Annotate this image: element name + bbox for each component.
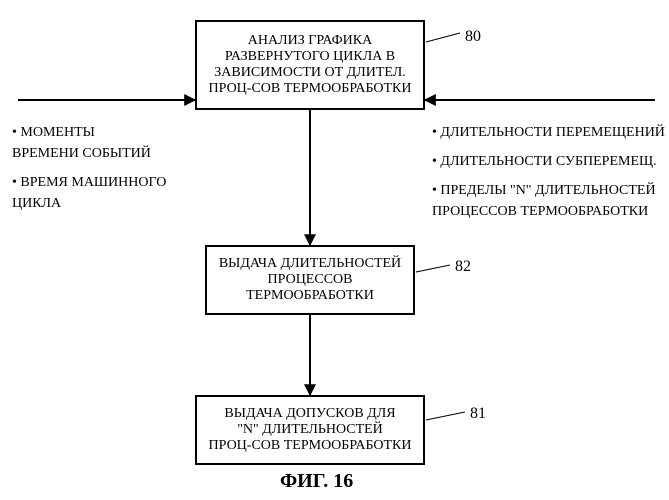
box-output-durations: ВЫДАЧА ДЛИТЕЛЬНОСТЕЙПРОЦЕССОВТЕРМООБРАБО… <box>205 245 415 315</box>
box-analysis: АНАЛИЗ ГРАФИКАРАЗВЕРНУТОГО ЦИКЛА ВЗАВИСИ… <box>195 20 425 110</box>
leader-81 <box>426 412 465 420</box>
right-bullet-0: ДЛИТЕЛЬНОСТИ ПЕРЕМЕЩЕНИЙ <box>432 122 667 143</box>
right-inputs-list: ДЛИТЕЛЬНОСТИ ПЕРЕМЕЩЕНИЙ ДЛИТЕЛЬНОСТИ СУ… <box>432 122 667 230</box>
ref-82: 82 <box>455 258 471 276</box>
box-output-tolerances-text: ВЫДАЧА ДОПУСКОВ ДЛЯ"N" ДЛИТЕЛЬНОСТЕЙПРОЦ… <box>209 406 412 454</box>
left-bullet-0: МОМЕНТЫВРЕМЕНИ СОБЫТИЙ <box>12 122 192 164</box>
ref-81: 81 <box>470 405 486 423</box>
leader-80 <box>426 33 460 42</box>
box-output-tolerances: ВЫДАЧА ДОПУСКОВ ДЛЯ"N" ДЛИТЕЛЬНОСТЕЙПРОЦ… <box>195 395 425 465</box>
left-bullet-1: ВРЕМЯ МАШИННОГОЦИКЛА <box>12 172 192 214</box>
leader-82 <box>416 265 450 272</box>
right-bullet-2: ПРЕДЕЛЫ "N" ДЛИТЕЛЬНОСТЕЙПРОЦЕССОВ ТЕРМО… <box>432 180 667 222</box>
box-output-durations-text: ВЫДАЧА ДЛИТЕЛЬНОСТЕЙПРОЦЕССОВТЕРМООБРАБО… <box>219 256 401 304</box>
box-analysis-text: АНАЛИЗ ГРАФИКАРАЗВЕРНУТОГО ЦИКЛА ВЗАВИСИ… <box>209 33 412 97</box>
left-inputs-list: МОМЕНТЫВРЕМЕНИ СОБЫТИЙ ВРЕМЯ МАШИННОГОЦИ… <box>12 122 192 222</box>
figure-caption: ФИГ. 16 <box>280 470 353 493</box>
ref-80: 80 <box>465 28 481 46</box>
right-bullet-1: ДЛИТЕЛЬНОСТИ СУБПЕРЕМЕЩ. <box>432 151 667 172</box>
